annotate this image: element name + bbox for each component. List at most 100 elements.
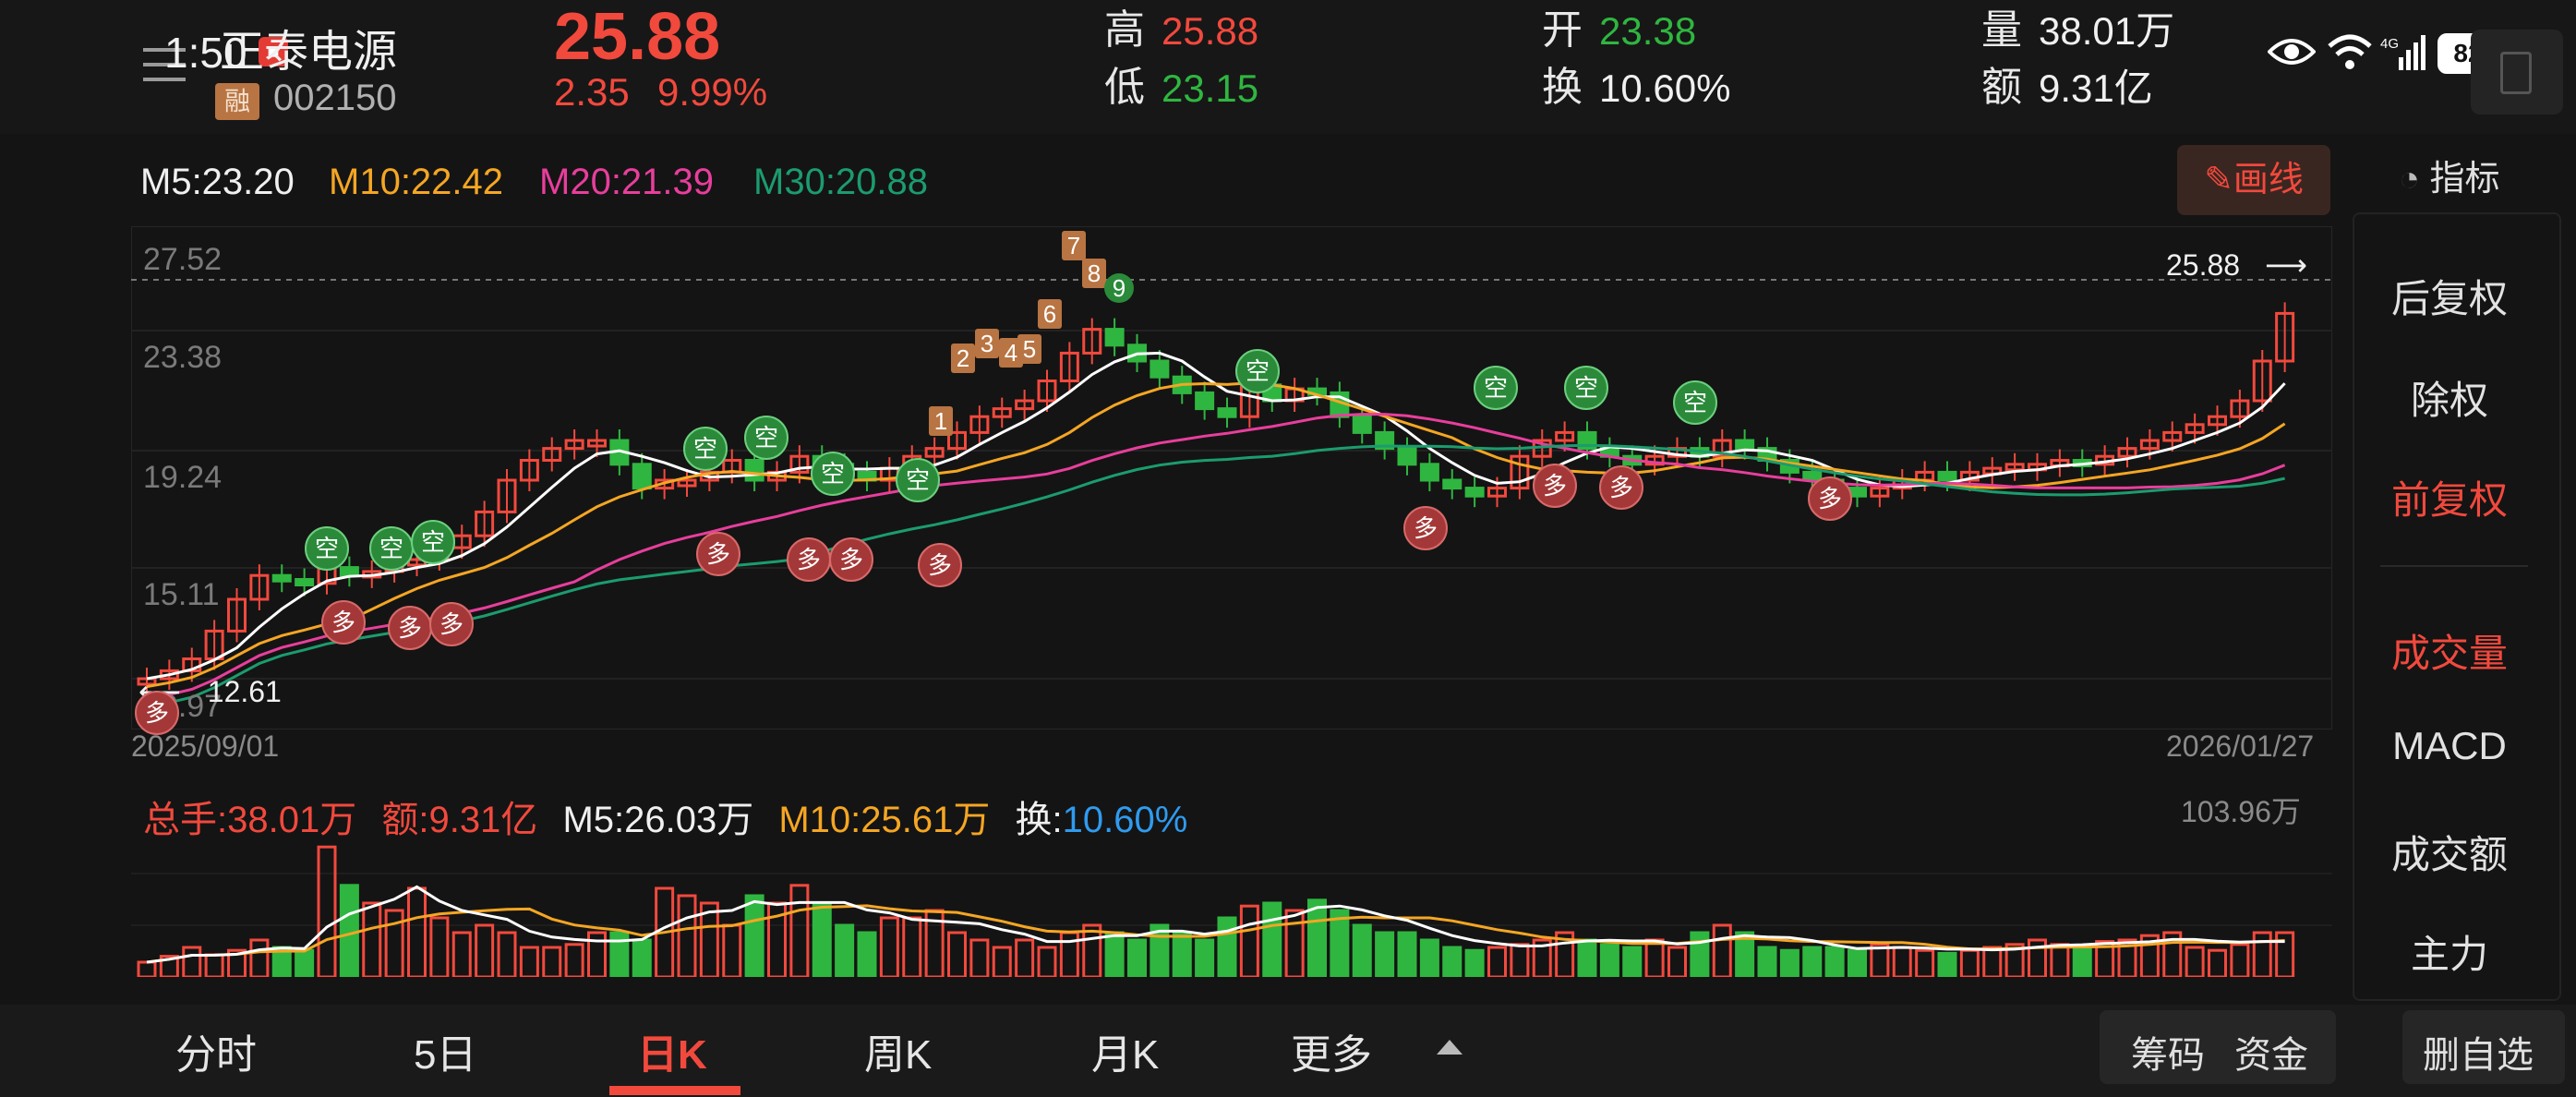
indicator-button[interactable]: ◔ 指标 (2399, 150, 2500, 200)
volume-m5: M5:26.03万 (562, 800, 754, 840)
stock-name: 正泰电源 (220, 28, 398, 77)
tab-5day[interactable]: 5日 (414, 1032, 477, 1078)
options-panel (2353, 212, 2561, 1001)
gauge-icon: ◔ (2399, 160, 2420, 199)
turnover-value: 10.60% (1599, 66, 1731, 110)
margin-badge: 融 (215, 83, 259, 120)
open-value: 23.38 (1599, 9, 1697, 53)
y-label-4: 15.11 (143, 577, 220, 612)
notification-icon: ■ (259, 37, 288, 66)
low-label: 低 (1104, 65, 1145, 110)
high-label: 高 (1104, 7, 1145, 53)
min-price-label: 12.61 (207, 675, 282, 708)
volume-turnover-label: 换: (1015, 800, 1063, 840)
signal-duo-marker: 多 (1808, 476, 1852, 521)
signal-duo-marker: 多 (787, 537, 831, 582)
end-date: 2026/01/27 (2166, 729, 2315, 763)
sequence-count-marker: 1 (929, 406, 953, 436)
signal-duo-marker: 多 (429, 602, 474, 646)
sequence-count-marker: 6 (1038, 299, 1062, 329)
candlestick-chart[interactable] (131, 226, 2332, 729)
max-price-label: 25.88 (2166, 248, 2241, 282)
sequence-count-marker: 8 (1082, 259, 1106, 288)
sidebar-item-macd[interactable]: MACD (2392, 724, 2507, 767)
signal-duo-marker: 多 (918, 543, 962, 587)
chips-funds-group (2100, 1010, 2336, 1084)
remove-watchlist-button[interactable]: 删自选 (2423, 1035, 2534, 1076)
volume-m10: M10:25.61万 (778, 800, 991, 840)
candlestick-svg (131, 226, 2332, 729)
active-tab-indicator (609, 1086, 740, 1095)
sequence-count-marker: 9 (1104, 273, 1134, 303)
eye-icon (2268, 39, 2316, 65)
ma10-value: M10:22.42 (329, 162, 504, 202)
ma20-value: M20:21.39 (539, 162, 715, 202)
caret-up-icon[interactable] (1437, 1040, 1463, 1055)
volume-value: 38.01万 (2039, 9, 2175, 53)
quote-header: 1:50 ■ 正泰电源 融 002150 25.88 2.35 9.99% 高 … (0, 0, 2576, 134)
signal-kong-marker: 空 (811, 452, 855, 496)
turnover-label: 换 (1542, 65, 1583, 110)
open-label: 开 (1542, 7, 1583, 53)
price-change: 2.35 (554, 70, 630, 114)
volume-turnover: 10.60% (1062, 800, 1188, 840)
signal-kong-marker: 空 (1474, 366, 1518, 410)
signal-duo-marker: 多 (388, 606, 432, 650)
funds-button[interactable]: 资金 (2234, 1035, 2308, 1076)
signal-kong-marker: 空 (1235, 349, 1280, 393)
signal-icon: 4G (2380, 35, 2426, 70)
draw-line-label: 画线 (2233, 161, 2304, 199)
max-price-marker: 25.88 ⟶ (2166, 247, 2307, 283)
sidebar-item-ex-rights[interactable]: 除权 (2410, 379, 2488, 422)
high-value: 25.88 (1162, 9, 1259, 53)
signal-duo-marker: 多 (321, 600, 366, 645)
sequence-count-marker: 3 (975, 329, 999, 358)
volume-svg (131, 845, 2332, 977)
y-label-1: 27.52 (143, 242, 223, 277)
signal-kong-marker: 空 (896, 458, 940, 502)
tab-more[interactable]: 更多 (1291, 1032, 1372, 1078)
sequence-count-marker: 7 (1062, 231, 1086, 260)
ma30-value: M30:20.88 (753, 162, 929, 202)
volume-stats: 总手:38.01万 额:9.31亿 M5:26.03万 M10:25.61万 换… (143, 790, 1187, 843)
volume-amount: 额:9.31亿 (381, 800, 538, 840)
svg-text:4G: 4G (2380, 36, 2399, 52)
signal-kong-marker: 空 (683, 427, 728, 471)
wifi-icon (2328, 34, 2372, 69)
sidebar-item-volume[interactable]: 成交量 (2390, 632, 2508, 675)
sidebar-item-main-force[interactable]: 主力 (2410, 933, 2488, 976)
tab-daily-k[interactable]: 日K (637, 1032, 707, 1078)
signal-duo-marker: 多 (829, 537, 873, 582)
sidebar-item-back-adjust[interactable]: 后复权 (2390, 277, 2508, 320)
signal-kong-marker: 空 (744, 416, 788, 460)
indicator-label: 指标 (2429, 160, 2500, 199)
tab-weekly-k[interactable]: 周K (864, 1032, 933, 1078)
volume-label: 量 (1981, 7, 2022, 53)
tab-intraday[interactable]: 分时 (175, 1032, 257, 1078)
last-price: 25.88 (554, 0, 721, 74)
signal-kong-marker: 空 (305, 526, 349, 571)
sidebar-divider (2380, 565, 2528, 567)
volume-chart[interactable] (131, 822, 2332, 977)
price-change-pct: 9.99% (657, 70, 768, 114)
remove-watchlist-box (2402, 1010, 2565, 1084)
amount-label: 额 (1981, 65, 2022, 110)
sidebar-item-amount[interactable]: 成交额 (2390, 833, 2508, 876)
stock-code: 002150 (273, 78, 397, 118)
start-date: 2025/09/01 (131, 729, 280, 763)
volume-total: 总手:38.01万 (143, 800, 357, 840)
status-time: 1:50 (164, 29, 247, 77)
chips-button[interactable]: 筹码 (2131, 1035, 2205, 1076)
signal-duo-marker: 多 (135, 691, 179, 735)
volume-max: 103.96万 (2181, 795, 2301, 828)
signal-duo-marker: 多 (696, 532, 740, 576)
sequence-count-marker: 5 (1017, 334, 1041, 364)
sidebar-item-forward-adjust[interactable]: 前复权 (2390, 478, 2508, 522)
chart-options-sidebar: ◔ 指标 后复权 除权 前复权 成交量 MACD 成交额 主力 (2353, 139, 2576, 1001)
signal-duo-marker: 多 (1403, 506, 1448, 550)
ma5-value: M5:23.20 (140, 162, 295, 202)
draw-line-button[interactable]: ✎画线 (2177, 145, 2330, 215)
tab-monthly-k[interactable]: 月K (1091, 1032, 1160, 1078)
tablet-icon[interactable] (2471, 30, 2563, 115)
menu-icon[interactable] (143, 44, 186, 81)
